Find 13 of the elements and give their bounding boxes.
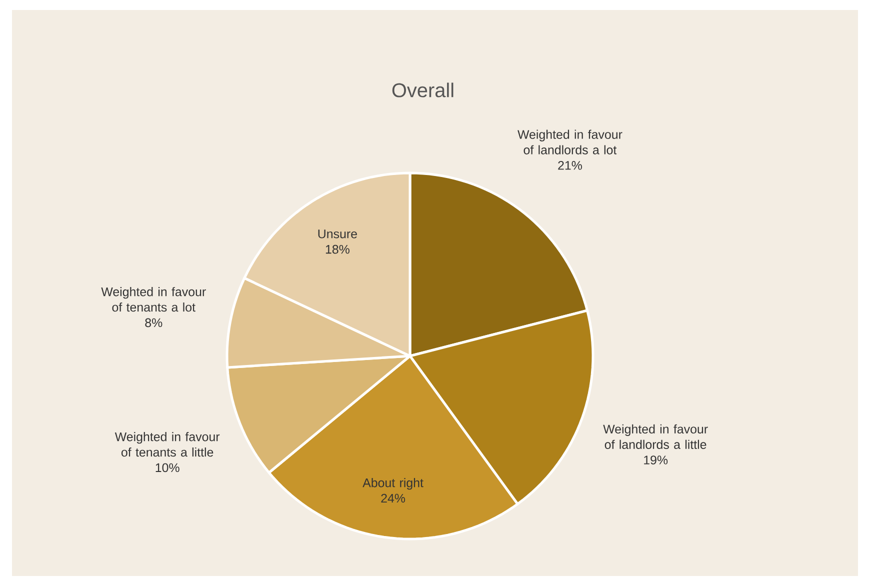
slice-label: Weighted in favour of landlords a little: [603, 424, 708, 449]
chart-title: Overall: [392, 82, 454, 98]
slice-label: Weighted in favour of landlords a lot: [518, 130, 622, 154]
data-label: 24%: [381, 494, 406, 503]
slice-label: Weighted in favour of tenants a little: [114, 432, 220, 457]
data-label: 19%: [644, 456, 668, 464]
slice-label: About right: [362, 478, 424, 490]
data-label: 21%: [558, 160, 582, 170]
data-label: 18%: [326, 244, 350, 254]
slice-label: Unsure: [318, 230, 357, 238]
data-label: 8%: [145, 318, 162, 328]
slice-label: Weighted in favour of tenants a lot: [101, 287, 206, 312]
data-label: 10%: [156, 463, 180, 472]
